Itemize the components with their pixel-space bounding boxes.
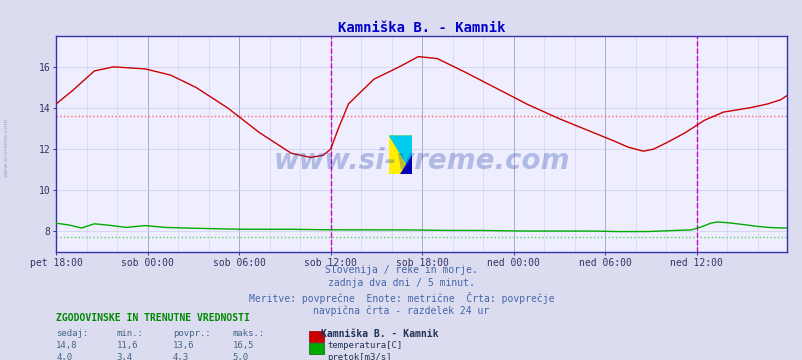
Text: Kamniška B. - Kamnik: Kamniška B. - Kamnik <box>321 329 438 339</box>
Text: 16,5: 16,5 <box>233 341 254 350</box>
Text: sedaj:: sedaj: <box>56 329 88 338</box>
Text: www.si-vreme.com: www.si-vreme.com <box>4 118 9 177</box>
Text: www.si-vreme.com: www.si-vreme.com <box>273 147 569 175</box>
Text: povpr.:: povpr.: <box>172 329 210 338</box>
Text: Meritve: povprečne  Enote: metrične  Črta: povprečje: Meritve: povprečne Enote: metrične Črta:… <box>249 292 553 304</box>
Text: navpična črta - razdelek 24 ur: navpična črta - razdelek 24 ur <box>313 306 489 316</box>
Text: 4,0: 4,0 <box>56 353 72 360</box>
Text: 13,6: 13,6 <box>172 341 194 350</box>
Text: maks.:: maks.: <box>233 329 265 338</box>
Text: 5,0: 5,0 <box>233 353 249 360</box>
Text: temperatura[C]: temperatura[C] <box>327 341 403 350</box>
Text: pretok[m3/s]: pretok[m3/s] <box>327 353 391 360</box>
Text: zadnja dva dni / 5 minut.: zadnja dva dni / 5 minut. <box>328 278 474 288</box>
Text: Slovenija / reke in morje.: Slovenija / reke in morje. <box>325 265 477 275</box>
Text: ZGODOVINSKE IN TRENUTNE VREDNOSTI: ZGODOVINSKE IN TRENUTNE VREDNOSTI <box>56 313 249 323</box>
Text: 4,3: 4,3 <box>172 353 188 360</box>
Text: 11,6: 11,6 <box>116 341 138 350</box>
Text: min.:: min.: <box>116 329 143 338</box>
Text: 3,4: 3,4 <box>116 353 132 360</box>
Title: Kamniška B. - Kamnik: Kamniška B. - Kamnik <box>338 21 504 35</box>
Text: 14,8: 14,8 <box>56 341 78 350</box>
